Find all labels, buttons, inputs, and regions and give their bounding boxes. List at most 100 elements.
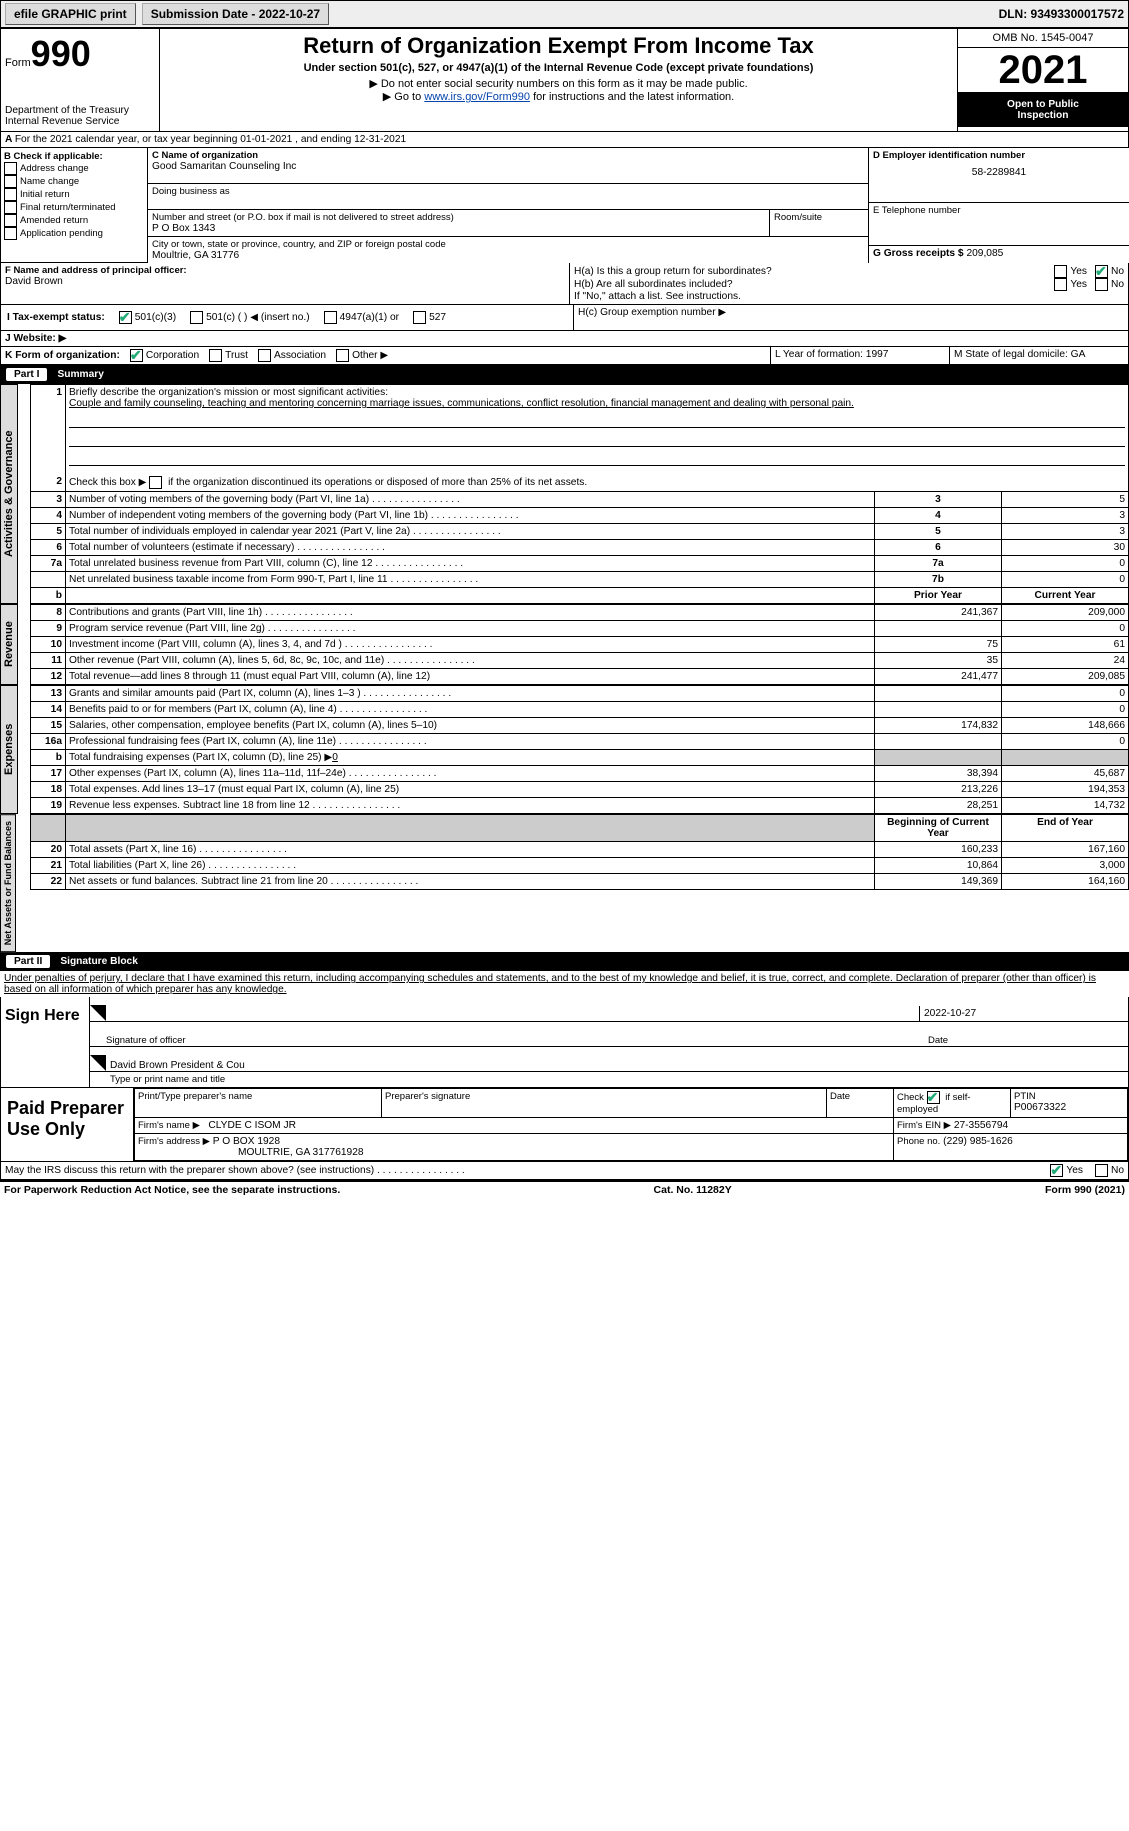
sig-pointer-icon bbox=[90, 1055, 106, 1071]
h-c-label: H(c) Group exemption number ▶ bbox=[574, 305, 1128, 330]
efile-print-button[interactable]: efile GRAPHIC print bbox=[5, 3, 136, 25]
table-row: 18Total expenses. Add lines 13–17 (must … bbox=[31, 782, 1129, 798]
cb-discontinued[interactable] bbox=[149, 476, 162, 489]
q2-text: Check this box ▶ if the organization dis… bbox=[69, 477, 587, 488]
form-990-page: efile GRAPHIC print Submission Date - 20… bbox=[0, 0, 1129, 1198]
page-footer: For Paperwork Reduction Act Notice, see … bbox=[0, 1180, 1129, 1198]
cb-association[interactable] bbox=[258, 349, 271, 362]
part-2-tag: Part II bbox=[6, 955, 50, 968]
omb-number: OMB No. 1545-0047 bbox=[958, 29, 1128, 48]
firm-name-label: Firm's name ▶ bbox=[138, 1120, 200, 1131]
box-l-label: L Year of formation: 1997 bbox=[771, 347, 950, 364]
cb-trust[interactable] bbox=[209, 349, 222, 362]
table-row: 15Salaries, other compensation, employee… bbox=[31, 718, 1129, 734]
form-prefix: Form bbox=[5, 57, 31, 69]
cb-hb-yes[interactable] bbox=[1054, 278, 1067, 291]
dept-label: Department of the Treasury bbox=[5, 105, 155, 116]
cb-501c3[interactable] bbox=[119, 311, 132, 324]
box-c: C Name of organization Good Samaritan Co… bbox=[148, 148, 868, 263]
cb-527[interactable] bbox=[413, 311, 426, 324]
line-a: A For the 2021 calendar year, or tax yea… bbox=[0, 132, 1129, 148]
prep-date-label: Date bbox=[830, 1091, 850, 1102]
vlabel-net: Net Assets or Fund Balances bbox=[0, 814, 16, 952]
table-ag: 1 Briefly describe the organization's mi… bbox=[30, 384, 1129, 604]
table-row: 3Number of voting members of the governi… bbox=[31, 492, 1129, 508]
cb-ha-no[interactable] bbox=[1095, 265, 1108, 278]
prep-name-label: Print/Type preparer's name bbox=[138, 1091, 252, 1102]
table-row: 13Grants and similar amounts paid (Part … bbox=[31, 686, 1129, 702]
cb-4947[interactable] bbox=[324, 311, 337, 324]
box-c-label: C Name of organization bbox=[152, 150, 864, 161]
prep-sig-label: Preparer's signature bbox=[385, 1091, 470, 1102]
cb-discuss-no[interactable] bbox=[1095, 1164, 1108, 1177]
cb-final-return[interactable] bbox=[4, 201, 17, 214]
section-revenue: Revenue 8Contributions and grants (Part … bbox=[0, 604, 1129, 685]
return-title: Return of Organization Exempt From Incom… bbox=[164, 33, 953, 59]
q1-text: Couple and family counseling, teaching a… bbox=[69, 398, 854, 409]
table-row: 6Total number of volunteers (estimate if… bbox=[31, 540, 1129, 556]
box-b-title: B Check if applicable: bbox=[4, 151, 144, 162]
cb-other[interactable] bbox=[336, 349, 349, 362]
identity-block: B Check if applicable: Address change Na… bbox=[0, 148, 1129, 263]
box-e-label: E Telephone number bbox=[873, 205, 1125, 216]
table-row: 8Contributions and grants (Part VIII, li… bbox=[31, 605, 1129, 621]
cb-initial-return[interactable] bbox=[4, 188, 17, 201]
goto-prefix: ▶ Go to bbox=[383, 91, 424, 103]
q1-label: Briefly describe the organization's miss… bbox=[69, 387, 388, 398]
cb-hb-no[interactable] bbox=[1095, 278, 1108, 291]
cb-address-change[interactable] bbox=[4, 162, 17, 175]
table-expenses: 13Grants and similar amounts paid (Part … bbox=[30, 685, 1129, 814]
sig-pointer-icon bbox=[90, 1005, 106, 1021]
org-city: Moultrie, GA 31776 bbox=[152, 250, 864, 261]
table-row: 5Total number of individuals employed in… bbox=[31, 524, 1129, 540]
return-subtitle: Under section 501(c), 527, or 4947(a)(1)… bbox=[164, 62, 953, 74]
firm-ein: 27-3556794 bbox=[954, 1120, 1008, 1131]
sig-officer-label: Signature of officer bbox=[106, 1035, 928, 1046]
cb-application-pending[interactable] bbox=[4, 227, 17, 240]
section-net-assets: Net Assets or Fund Balances Beginning of… bbox=[0, 814, 1129, 952]
dba-label: Doing business as bbox=[148, 183, 868, 207]
table-row: 9Program service revenue (Part VIII, lin… bbox=[31, 621, 1129, 637]
irs-form990-link[interactable]: www.irs.gov/Form990 bbox=[424, 91, 530, 103]
room-suite-label: Room/suite bbox=[770, 210, 868, 236]
header-title-block: Return of Organization Exempt From Incom… bbox=[160, 29, 957, 131]
cb-amended-return[interactable] bbox=[4, 214, 17, 227]
phone-value: (229) 985-1626 bbox=[943, 1136, 1013, 1147]
paid-preparer-block: Paid Preparer Use Only Print/Type prepar… bbox=[0, 1088, 1129, 1162]
irs-label: Internal Revenue Service bbox=[5, 116, 155, 127]
vlabel-rev: Revenue bbox=[0, 604, 18, 685]
vlabel-ag: Activities & Governance bbox=[0, 384, 18, 604]
box-m-label: M State of legal domicile: GA bbox=[950, 347, 1128, 364]
cb-501c[interactable] bbox=[190, 311, 203, 324]
cb-self-employed[interactable] bbox=[927, 1091, 940, 1104]
table-row: bTotal fundraising expenses (Part IX, co… bbox=[31, 750, 1129, 766]
table-row: 7aTotal unrelated business revenue from … bbox=[31, 556, 1129, 572]
table-row: 10Investment income (Part VIII, column (… bbox=[31, 637, 1129, 653]
form-header: Form990 Department of the Treasury Inter… bbox=[0, 28, 1129, 132]
officer-name: David Brown President & Cou bbox=[106, 1060, 1128, 1071]
sign-here-block: Sign Here 2022-10-27 Signature of office… bbox=[0, 997, 1129, 1088]
row-klm: K Form of organization: Corporation Trus… bbox=[0, 347, 1129, 365]
firm-ein-label: Firm's EIN ▶ bbox=[897, 1120, 951, 1131]
cb-corporation[interactable] bbox=[130, 349, 143, 362]
firm-addr2: MOULTRIE, GA 317761928 bbox=[238, 1147, 364, 1158]
cb-ha-yes[interactable] bbox=[1054, 265, 1067, 278]
table-row: 16aProfessional fundraising fees (Part I… bbox=[31, 734, 1129, 750]
part-1-title: Summary bbox=[57, 369, 103, 380]
table-net-assets: Beginning of Current YearEnd of Year 20T… bbox=[30, 814, 1129, 890]
h-note: If "No," attach a list. See instructions… bbox=[574, 291, 1124, 302]
type-name-label: Type or print name and title bbox=[90, 1072, 1128, 1087]
phone-label: Phone no. bbox=[897, 1136, 940, 1147]
cb-discuss-yes[interactable] bbox=[1050, 1164, 1063, 1177]
org-address: P O Box 1343 bbox=[152, 223, 765, 234]
date-label: Date bbox=[928, 1035, 1128, 1046]
submission-date-button[interactable]: Submission Date - 2022-10-27 bbox=[142, 3, 329, 25]
city-label: City or town, state or province, country… bbox=[152, 239, 864, 250]
row-i-hc: I Tax-exempt status: 501(c)(3) 501(c) ( … bbox=[0, 305, 1129, 331]
box-f-label: F Name and address of principal officer: bbox=[5, 265, 565, 276]
addr-label: Number and street (or P.O. box if mail i… bbox=[152, 212, 765, 223]
cb-name-change[interactable] bbox=[4, 175, 17, 188]
ein-value: 58-2289841 bbox=[873, 167, 1125, 178]
firm-name: CLYDE C ISOM JR bbox=[208, 1120, 296, 1131]
section-activities-governance: Activities & Governance 1 Briefly descri… bbox=[0, 384, 1129, 604]
